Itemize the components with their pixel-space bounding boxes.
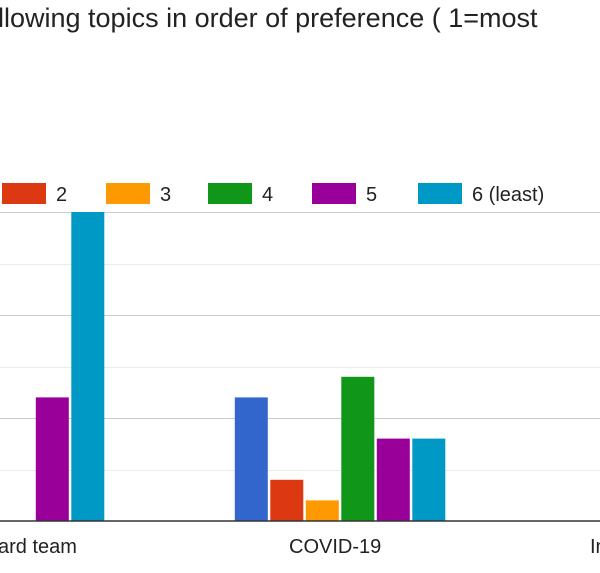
x-tick-label: In (590, 536, 600, 558)
x-axis-tick-labels: ard team COVID-19 In (0, 536, 600, 558)
legend-label-2: 2 (56, 184, 67, 206)
bar-6-least--ard-team[interactable] (71, 212, 105, 521)
chart-title: llowing topics in order of preference ( … (0, 3, 538, 33)
x-tick-label: ard team (0, 536, 77, 558)
bars (35, 212, 446, 521)
legend: 2 3 4 5 6 (least) (2, 183, 544, 206)
legend-swatch-3 (106, 183, 150, 204)
legend-swatch-4 (208, 183, 252, 204)
legend-label-6: 6 (least) (472, 184, 544, 206)
bar-3-covid-19[interactable] (305, 500, 339, 521)
bar-5-ard-team[interactable] (35, 397, 69, 521)
bar-6-least--covid-19[interactable] (412, 438, 446, 521)
legend-label-5: 5 (366, 184, 377, 206)
legend-label-4: 4 (262, 184, 273, 206)
x-tick-label: COVID-19 (289, 536, 381, 558)
legend-swatch-6 (418, 183, 462, 204)
bar-2-covid-19[interactable] (270, 479, 304, 521)
legend-swatch-5 (312, 183, 356, 204)
legend-swatch-2 (2, 183, 46, 204)
bar-5-covid-19[interactable] (376, 438, 410, 521)
bar-1-covid-19[interactable] (234, 397, 268, 521)
bar-4-covid-19[interactable] (341, 376, 375, 521)
legend-label-3: 3 (160, 184, 171, 206)
